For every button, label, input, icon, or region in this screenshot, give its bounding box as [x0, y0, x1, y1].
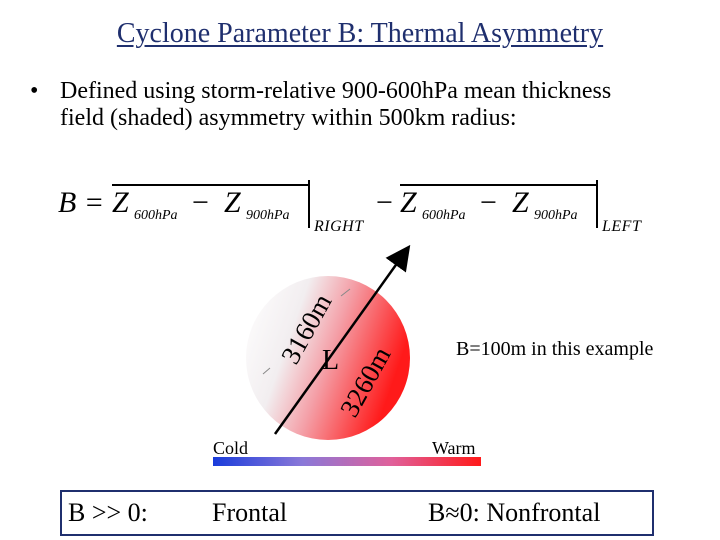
b-positive-label: B >> 0: — [68, 498, 148, 527]
bullet-symbol: • — [30, 78, 39, 104]
formula-b: B = Z 600hPa − Z 900hPa RIGHT − Z 600hPa… — [58, 180, 658, 240]
z-900-right: Z — [224, 186, 241, 219]
example-note: B=100m in this example — [456, 338, 654, 360]
tick-top — [340, 288, 351, 297]
low-center-label: L — [322, 345, 339, 376]
sub-900-left: 900hPa — [534, 208, 578, 223]
eval-bar-right — [308, 180, 310, 228]
z-600-right: Z — [112, 186, 129, 219]
formula-lhs: B = — [58, 186, 105, 219]
slide-title-text: Cyclone Parameter B: Thermal Asymmetry — [116, 18, 604, 49]
classification-bar: B >> 0: Frontal B≈0: Nonfrontal — [60, 490, 654, 536]
sub-600-right: 600hPa — [134, 208, 178, 223]
overline-left — [400, 184, 596, 186]
label-right: RIGHT — [314, 218, 364, 235]
color-scale-bar — [213, 457, 481, 466]
label-left: LEFT — [602, 218, 642, 235]
sub-600-left: 600hPa — [422, 208, 466, 223]
tick-left — [262, 367, 271, 375]
warm-label: Warm — [432, 438, 476, 458]
storm-motion-arrow — [273, 244, 411, 435]
overline-right — [112, 184, 308, 186]
nonfrontal-label: B≈0: Nonfrontal — [428, 498, 601, 527]
minus-middle: − — [374, 186, 395, 219]
slide-title: Cyclone Parameter B: Thermal Asymmetry — [0, 18, 720, 50]
bullet-text: Defined using storm-relative 900-600hPa … — [60, 78, 612, 131]
eval-bar-left — [596, 180, 598, 228]
sub-900-right: 900hPa — [246, 208, 290, 223]
minus-right: − — [190, 186, 211, 219]
frontal-label: Frontal — [212, 498, 288, 527]
z-600-left: Z — [400, 186, 417, 219]
cold-label: Cold — [213, 438, 249, 458]
minus-left: − — [478, 186, 499, 219]
z-900-left: Z — [512, 186, 529, 219]
